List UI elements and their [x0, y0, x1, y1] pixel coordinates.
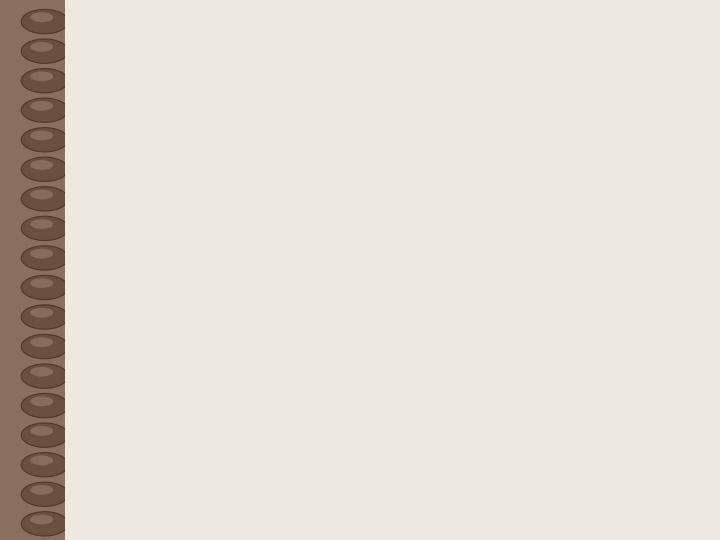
Ellipse shape	[30, 71, 53, 81]
Ellipse shape	[22, 453, 68, 477]
Ellipse shape	[30, 219, 53, 229]
Ellipse shape	[30, 367, 53, 376]
Ellipse shape	[22, 246, 68, 270]
Text: 1%: 1%	[152, 394, 194, 418]
Ellipse shape	[22, 334, 68, 359]
Text: NUCLEIC ACID: NUCLEIC ACID	[351, 394, 563, 418]
Ellipse shape	[22, 39, 68, 63]
Ellipse shape	[30, 12, 53, 22]
Ellipse shape	[30, 515, 53, 524]
Ellipse shape	[22, 127, 68, 152]
Ellipse shape	[22, 394, 68, 418]
Text: 1%: 1%	[152, 343, 194, 368]
Ellipse shape	[22, 482, 68, 507]
Ellipse shape	[30, 249, 53, 259]
Ellipse shape	[30, 101, 53, 111]
Ellipse shape	[30, 338, 53, 347]
Text: MOLECULAR COMPOSITION: MOLECULAR COMPOSITION	[75, 44, 667, 80]
Ellipse shape	[22, 187, 68, 211]
Text: OF THE BODY: OF THE BODY	[226, 103, 516, 140]
Text: 15%: 15%	[152, 243, 210, 268]
Ellipse shape	[30, 426, 53, 436]
Ellipse shape	[22, 157, 68, 181]
Ellipse shape	[22, 512, 68, 536]
Ellipse shape	[30, 42, 53, 52]
Text: 5: 5	[630, 515, 641, 533]
Ellipse shape	[30, 396, 53, 406]
Text: 80%: 80%	[152, 193, 210, 218]
Text: LIPIDS: LIPIDS	[351, 293, 446, 318]
Ellipse shape	[22, 69, 68, 93]
Ellipse shape	[22, 364, 68, 388]
Ellipse shape	[30, 190, 53, 199]
Ellipse shape	[30, 308, 53, 318]
Text: PROTEIN: PROTEIN	[351, 243, 481, 268]
Text: 2%: 2%	[152, 293, 194, 318]
Ellipse shape	[22, 305, 68, 329]
Text: CARBOHYDRATES: CARBOHYDRATES	[351, 343, 606, 368]
Ellipse shape	[22, 10, 68, 33]
Ellipse shape	[30, 456, 53, 465]
Ellipse shape	[22, 275, 68, 300]
Text: WATER: WATER	[351, 193, 451, 218]
Ellipse shape	[22, 216, 68, 240]
Text: 1%: 1%	[152, 444, 194, 469]
Ellipse shape	[22, 98, 68, 123]
Ellipse shape	[22, 423, 68, 447]
Ellipse shape	[30, 160, 53, 170]
Ellipse shape	[30, 278, 53, 288]
Text: OTHER: OTHER	[351, 444, 453, 469]
Ellipse shape	[30, 131, 53, 140]
Ellipse shape	[30, 485, 53, 495]
